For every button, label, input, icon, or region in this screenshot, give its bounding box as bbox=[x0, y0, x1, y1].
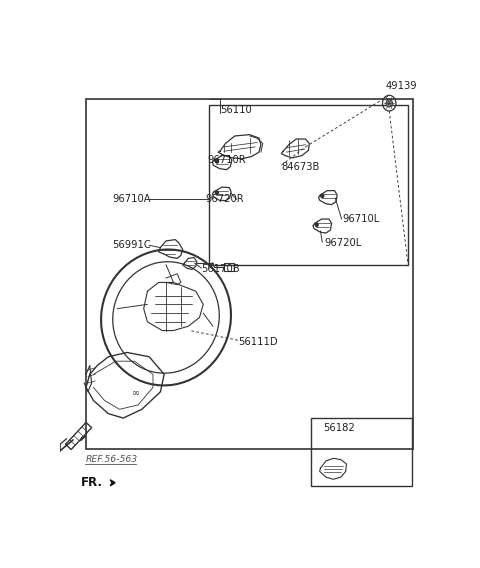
Circle shape bbox=[216, 160, 218, 163]
Circle shape bbox=[386, 99, 393, 107]
Text: REF.56-563: REF.56-563 bbox=[85, 455, 137, 464]
Text: 56182: 56182 bbox=[323, 423, 355, 433]
Text: 96720R: 96720R bbox=[205, 194, 244, 204]
Bar bbox=[311, 418, 411, 486]
Text: 96710L: 96710L bbox=[343, 214, 380, 224]
Text: 56111D: 56111D bbox=[239, 336, 278, 346]
Text: 56991C: 56991C bbox=[112, 240, 151, 250]
Text: 84673B: 84673B bbox=[281, 161, 320, 172]
Bar bbox=[224, 263, 234, 271]
Text: 49139: 49139 bbox=[385, 81, 417, 91]
Text: 96710A: 96710A bbox=[112, 194, 151, 204]
Text: ∞: ∞ bbox=[132, 390, 140, 399]
Text: 56170B: 56170B bbox=[202, 264, 240, 274]
Circle shape bbox=[216, 191, 218, 195]
Circle shape bbox=[321, 194, 324, 198]
Polygon shape bbox=[81, 436, 85, 441]
Text: 96720L: 96720L bbox=[324, 238, 361, 248]
Text: FR.: FR. bbox=[81, 477, 102, 489]
Circle shape bbox=[315, 223, 318, 227]
Text: 56110: 56110 bbox=[220, 105, 252, 115]
Polygon shape bbox=[110, 480, 115, 486]
Bar bbox=[86, 99, 413, 449]
Text: 96710R: 96710R bbox=[207, 155, 246, 165]
Bar bbox=[209, 105, 408, 265]
